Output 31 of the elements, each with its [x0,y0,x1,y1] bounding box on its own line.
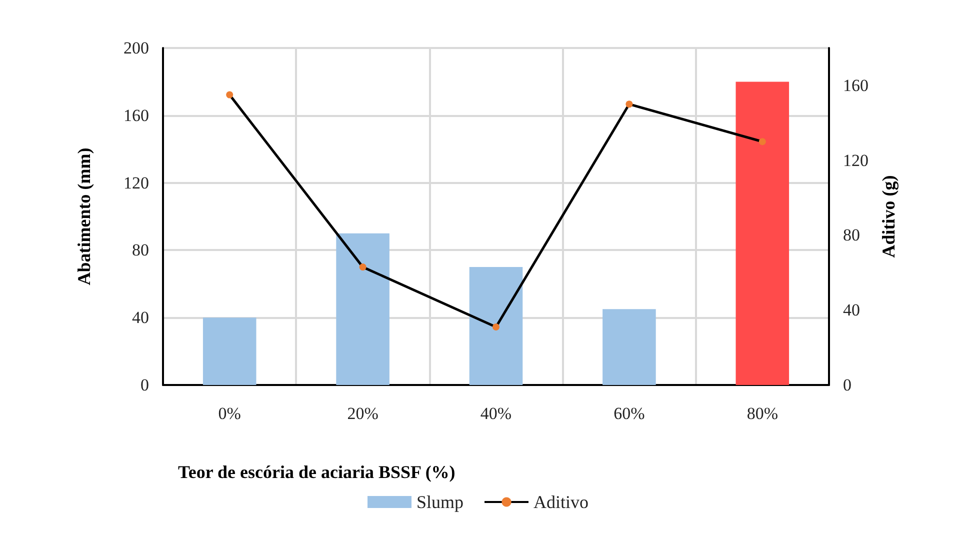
y2-tick-label: 80 [843,226,860,245]
bar [336,233,390,385]
y-tick-label: 0 [140,376,149,394]
point [626,100,633,108]
point [492,323,500,330]
y-tick-label: 40 [132,308,149,328]
legend-label: Aditivo [534,492,589,512]
point [359,264,366,271]
bar [202,318,256,385]
y2-tick-label: 40 [843,300,860,320]
y-tick-label: 120 [124,173,149,192]
bar [736,82,790,385]
point [758,138,766,146]
y-axis-title: Abatimento (mm) [74,148,94,286]
bar [602,309,656,385]
bar [469,267,523,385]
legend-label: Slump [416,492,464,512]
y2-tick-label: 0 [843,376,852,394]
x-axis-title: Teor de escória de aciaria BSSF (%) [178,462,456,482]
y2-tick-label: 120 [843,150,868,170]
y-tick-label: 80 [132,240,149,260]
y-tick-label: 200 [124,38,149,58]
x-tick-label: 60% [614,404,645,423]
y-tick-label: 160 [124,106,149,125]
x-tick-label: 80% [746,404,778,423]
x-tick-label: 20% [347,404,378,423]
x-tick-label: 0% [218,404,241,423]
point [226,91,234,98]
y2-tick-label: 160 [843,76,868,95]
y2-axis-title: Aditivo (g) [878,175,898,258]
x-tick-label: 40% [480,404,512,423]
